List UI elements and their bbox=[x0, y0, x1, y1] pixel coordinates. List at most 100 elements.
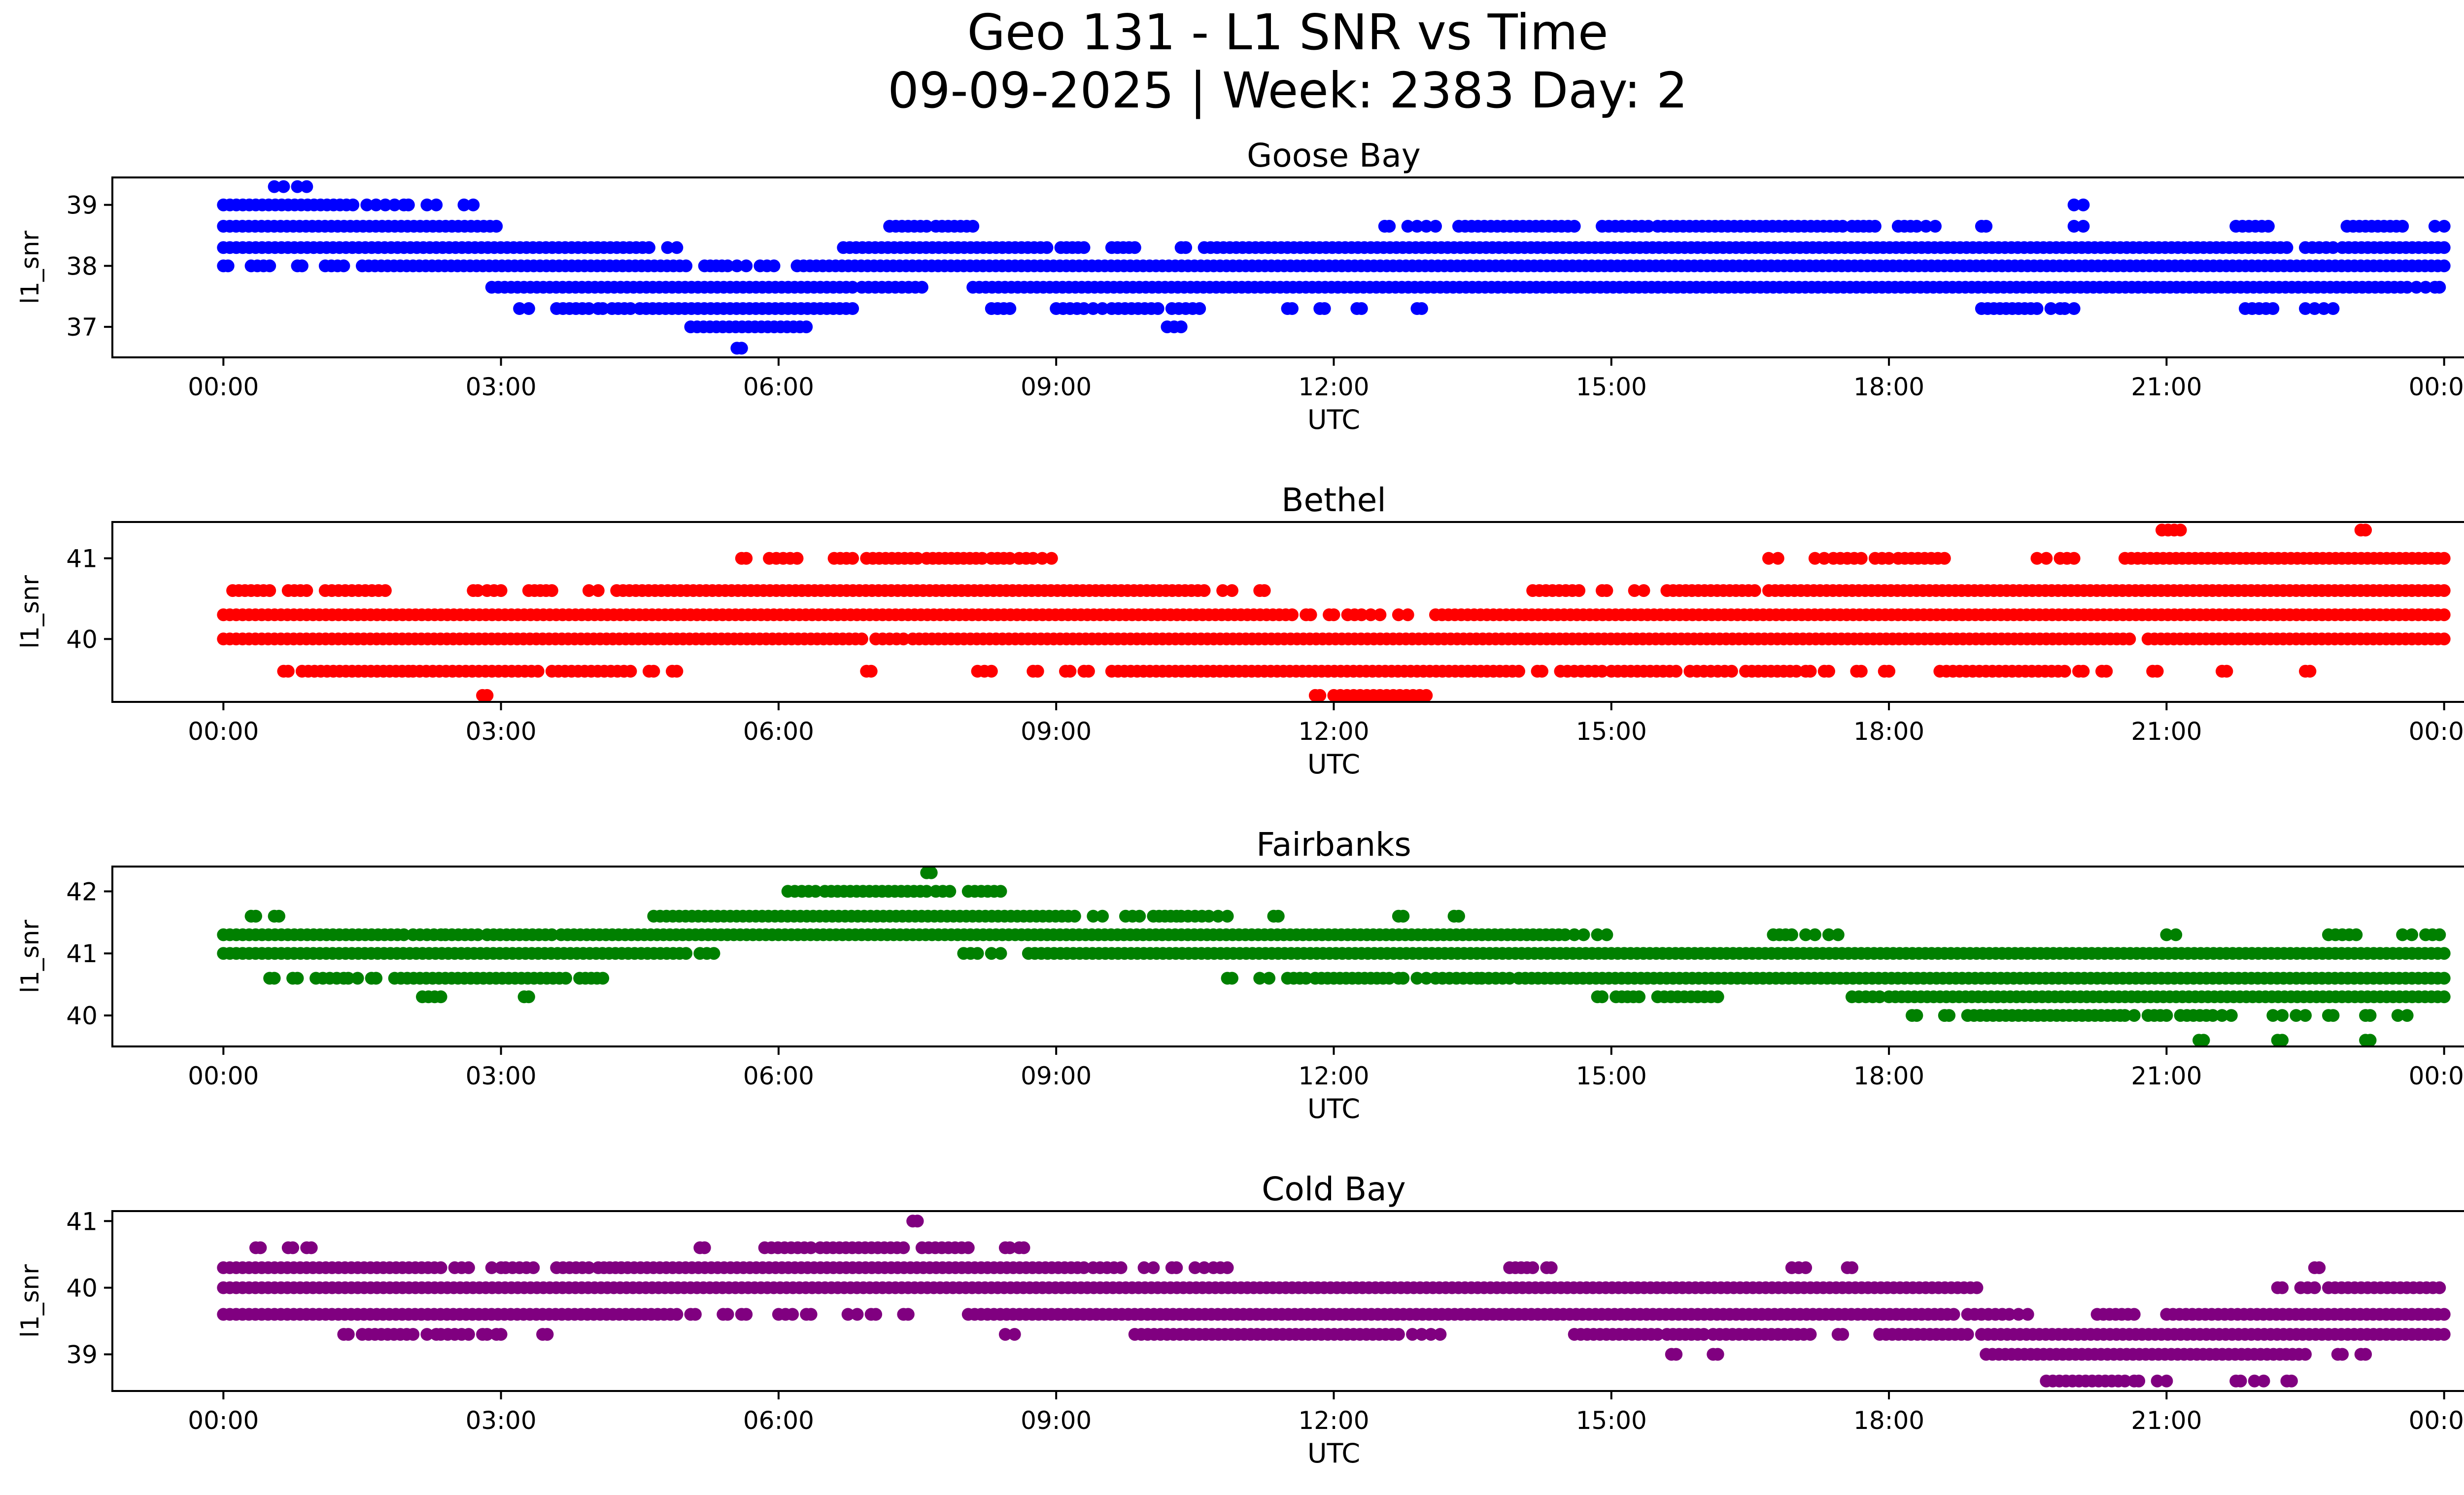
data-point bbox=[2077, 220, 2090, 233]
data-point bbox=[1512, 664, 1525, 678]
data-point bbox=[961, 1241, 975, 1254]
data-point bbox=[1355, 608, 1368, 622]
data-point bbox=[2058, 302, 2071, 315]
data-point bbox=[2437, 1328, 2451, 1341]
data-point bbox=[2308, 1281, 2321, 1294]
data-point bbox=[790, 552, 804, 565]
data-point bbox=[2003, 1308, 2016, 1321]
x-axis-label: UTC bbox=[1307, 404, 1360, 435]
x-tick-label: 09:00 bbox=[1021, 717, 1092, 746]
data-point bbox=[1406, 1328, 1419, 1341]
data-point bbox=[295, 259, 308, 273]
data-point bbox=[1771, 552, 1784, 565]
data-point bbox=[300, 584, 313, 597]
data-point bbox=[1198, 1261, 1211, 1274]
data-point bbox=[346, 198, 360, 211]
data-point bbox=[740, 552, 753, 565]
y-axis-label: l1_snr bbox=[16, 920, 44, 993]
data-point bbox=[582, 584, 595, 597]
x-tick-label: 00:00 bbox=[188, 373, 259, 401]
data-point bbox=[1697, 1328, 1711, 1341]
x-tick-label: 12:00 bbox=[1298, 373, 1369, 401]
data-point bbox=[1392, 608, 1405, 622]
data-point bbox=[522, 302, 535, 315]
data-point bbox=[2067, 302, 2081, 315]
data-point bbox=[1082, 664, 1095, 678]
data-point bbox=[596, 302, 610, 315]
data-point bbox=[2280, 241, 2293, 254]
data-point bbox=[2021, 1308, 2034, 1321]
data-point bbox=[1373, 608, 1387, 622]
data-point bbox=[1410, 220, 1424, 233]
data-point bbox=[1919, 220, 1933, 233]
data-point bbox=[2350, 928, 2363, 941]
x-tick-label: 00:00 bbox=[188, 717, 259, 746]
data-point bbox=[480, 1328, 494, 1341]
data-point bbox=[966, 220, 980, 233]
data-point bbox=[434, 1261, 447, 1274]
data-point bbox=[2359, 523, 2372, 537]
data-point bbox=[2437, 632, 2451, 646]
data-point bbox=[2067, 220, 2081, 233]
data-point bbox=[1600, 928, 1613, 941]
data-point bbox=[2206, 1009, 2220, 1022]
data-point bbox=[855, 632, 868, 646]
data-point bbox=[670, 241, 684, 254]
data-point bbox=[740, 1308, 753, 1321]
data-point bbox=[2428, 220, 2441, 233]
data-point bbox=[1804, 1328, 1817, 1341]
data-point bbox=[1003, 1241, 1017, 1254]
data-point bbox=[2266, 1009, 2280, 1022]
data-point bbox=[1170, 1261, 1183, 1274]
y-tick-label: 38 bbox=[66, 252, 98, 280]
data-point bbox=[2077, 198, 2090, 211]
data-point bbox=[1003, 552, 1017, 565]
x-tick-label: 00:00 bbox=[188, 1062, 259, 1090]
data-point bbox=[2151, 664, 2164, 678]
data-point bbox=[976, 552, 989, 565]
data-point bbox=[1286, 608, 1299, 622]
data-point bbox=[1216, 584, 1230, 597]
data-point bbox=[2030, 552, 2044, 565]
data-point bbox=[2313, 1261, 2326, 1274]
data-point bbox=[471, 584, 484, 597]
x-axis-label: UTC bbox=[1307, 1093, 1360, 1124]
data-point bbox=[1670, 664, 1683, 678]
data-point bbox=[1318, 302, 1331, 315]
data-point bbox=[407, 1328, 420, 1341]
data-point bbox=[1087, 302, 1100, 315]
data-point bbox=[545, 584, 558, 597]
x-tick-label: 06:00 bbox=[743, 717, 814, 746]
data-point bbox=[402, 198, 415, 211]
data-point bbox=[370, 198, 383, 211]
data-point bbox=[485, 1261, 498, 1274]
y-tick-label: 41 bbox=[66, 939, 98, 968]
data-point bbox=[420, 198, 434, 211]
x-tick-label: 21:00 bbox=[2131, 1062, 2202, 1090]
data-point bbox=[1591, 928, 1604, 941]
x-tick-label: 18:00 bbox=[1853, 373, 1924, 401]
data-point bbox=[901, 1308, 915, 1321]
data-point bbox=[2391, 1009, 2404, 1022]
scatter-points bbox=[217, 523, 2451, 702]
data-point bbox=[851, 1308, 864, 1321]
data-point bbox=[1846, 1261, 1858, 1274]
data-point bbox=[735, 342, 748, 355]
data-point bbox=[1420, 689, 1433, 702]
data-point bbox=[2127, 1308, 2141, 1321]
figure-title-line1: Geo 131 - L1 SNR vs Time bbox=[967, 3, 1608, 61]
data-point bbox=[291, 180, 304, 193]
data-point bbox=[1397, 972, 1410, 985]
data-point bbox=[1211, 909, 1225, 923]
data-point bbox=[1790, 664, 1803, 678]
data-point bbox=[846, 552, 859, 565]
data-point bbox=[2012, 1308, 2025, 1321]
data-point bbox=[1748, 584, 1761, 597]
data-point bbox=[2437, 220, 2451, 233]
data-point bbox=[1854, 552, 1868, 565]
y-tick-label: 40 bbox=[66, 1002, 98, 1030]
data-point bbox=[809, 885, 822, 898]
data-point bbox=[268, 972, 281, 985]
data-point bbox=[786, 1308, 799, 1321]
data-point bbox=[841, 1308, 855, 1321]
